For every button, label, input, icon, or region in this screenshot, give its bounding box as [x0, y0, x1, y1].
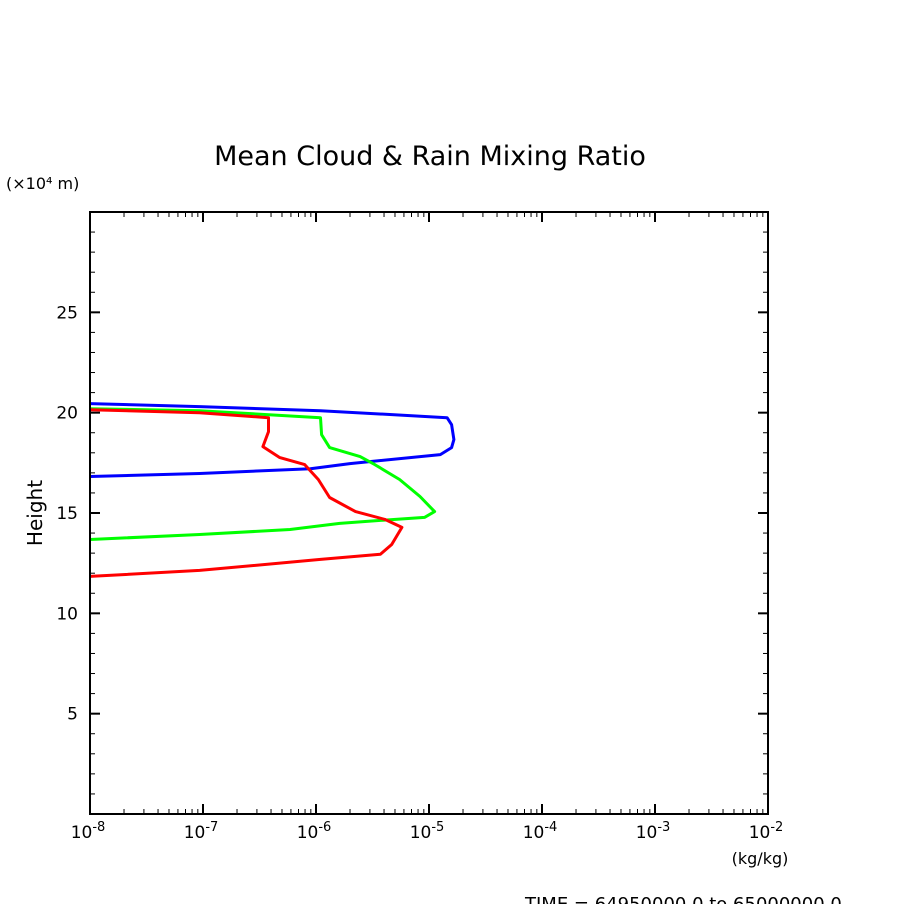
x-tick-label: 10-6	[297, 820, 332, 843]
x-tick-label: 10-8	[71, 820, 106, 843]
x-axis-label: (kg/kg)	[732, 849, 789, 868]
x-tick-label: 10-4	[523, 820, 558, 843]
y-tick-label: 5	[67, 705, 78, 725]
y-tick-label: 15	[56, 504, 78, 524]
x-tick-label: 10-7	[184, 820, 219, 843]
y-axis-label: Height	[23, 480, 47, 546]
series-line-blue	[89, 402, 456, 478]
x-tick-label: 10-3	[636, 820, 671, 843]
y-tick-label: 10	[56, 604, 78, 624]
x-tick-label: 10-5	[410, 820, 445, 843]
plot-frame	[89, 211, 769, 815]
y-tick-label: 25	[56, 303, 78, 323]
x-tick-label: 10-2	[749, 820, 784, 843]
y-unit-label: (×10⁴ m)	[6, 174, 79, 193]
y-tick-label: 20	[56, 404, 78, 424]
chart-title: Mean Cloud & Rain Mixing Ratio	[214, 141, 646, 172]
footer-time: TIME = 64950000.0 to 65000000.0	[524, 894, 842, 904]
series-line-green	[89, 407, 437, 541]
series-line-red	[89, 408, 404, 578]
